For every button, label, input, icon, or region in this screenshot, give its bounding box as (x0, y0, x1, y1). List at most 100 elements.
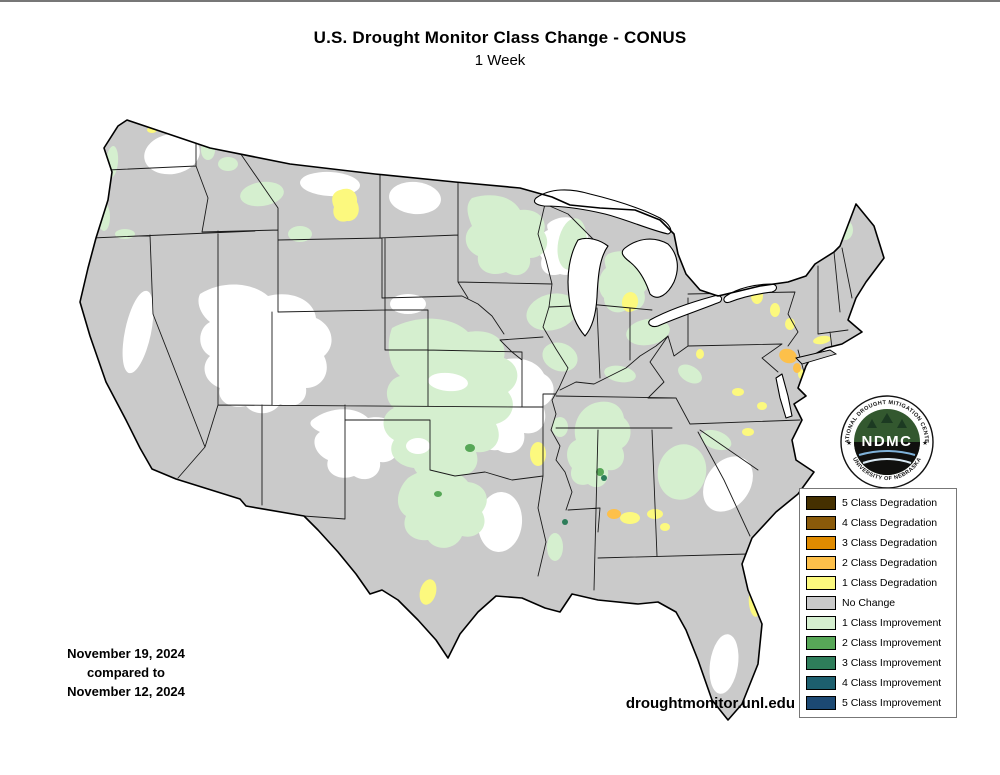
legend-label: 3 Class Degradation (842, 537, 938, 549)
legend-swatch-color (806, 496, 836, 510)
legend-swatch-color (806, 556, 836, 570)
page-title: U.S. Drought Monitor Class Change - CONU… (313, 28, 687, 47)
improvement-1-area (542, 342, 578, 372)
improvement-1-area (465, 195, 548, 276)
ndmc-logo-wave-1 (858, 450, 916, 456)
white-area (703, 456, 753, 512)
comparison-dates: November 19, 2024 compared to November 1… (35, 644, 217, 701)
legend-label: 5 Class Degradation (842, 497, 938, 509)
date-compared-to: compared to (86, 665, 165, 680)
degradation-1-area (813, 335, 831, 345)
legend-row: 3 Class Improvement (806, 653, 950, 673)
improvement-1-area (218, 157, 238, 171)
degradation-1-area (530, 442, 546, 466)
improvement-1-area (552, 417, 568, 437)
legend-label: 5 Class Improvement (842, 697, 942, 709)
white-area (389, 181, 441, 215)
white-area (477, 492, 523, 552)
legend-row: No Change (806, 593, 950, 613)
lake-erie (648, 294, 723, 328)
white-area (406, 438, 430, 454)
ndmc-logo-star-right: ★ (922, 439, 928, 447)
improvement-1-area (776, 250, 804, 266)
map-legend: 5 Class Degradation 4 Class Degradation … (799, 488, 957, 718)
date-previous: November 12, 2024 (67, 684, 185, 699)
legend-swatch (806, 576, 836, 590)
degradation-1-area (620, 512, 640, 524)
legend-row: 2 Class Improvement (806, 633, 950, 653)
degradation-1-area (732, 388, 744, 396)
legend-swatch-color (806, 636, 836, 650)
degradation-1-area (757, 402, 767, 410)
improvement-1-area (115, 229, 135, 239)
lake-michigan (567, 237, 609, 337)
long-island (795, 349, 838, 365)
legend-swatch-color (806, 696, 836, 710)
legend-row: 3 Class Degradation (806, 533, 950, 553)
legend-row: 4 Class Improvement (806, 673, 950, 693)
legend-label: 2 Class Degradation (842, 557, 938, 569)
white-area (122, 290, 154, 374)
legend-swatch-color (806, 576, 836, 590)
improvement-1-area (700, 429, 732, 451)
white-area (310, 409, 399, 480)
legend-row: 1 Class Degradation (806, 573, 950, 593)
legend-label: 4 Class Improvement (842, 677, 942, 689)
legend-label: No Change (842, 597, 896, 609)
legend-row: 5 Class Improvement (806, 693, 950, 713)
degradation-2-areas (607, 348, 801, 519)
legend-swatch (806, 596, 836, 610)
degradation-1-areas (147, 127, 831, 617)
great-lakes (533, 189, 793, 419)
improvement-3-area (562, 519, 568, 525)
improvement-1-area (201, 140, 215, 160)
improvement-1-area (678, 364, 702, 384)
white-area (709, 634, 739, 694)
legend-swatch (806, 636, 836, 650)
degradation-1-area (785, 318, 795, 330)
legend-swatch (806, 676, 836, 690)
legend-row: 5 Class Degradation (806, 493, 950, 513)
degradation-1-area (332, 188, 359, 222)
improvement-1-areas (98, 140, 853, 561)
degradation-2-area (779, 348, 797, 364)
improvement-1-area (397, 468, 487, 548)
improvement-1-area (837, 220, 853, 240)
website-url: droughtmonitor.unl.edu (625, 695, 795, 712)
improvement-1-area (526, 293, 578, 331)
ndmc-logo-wave-2 (862, 458, 912, 464)
improvement-1-area (547, 533, 563, 561)
legend-row: 4 Class Degradation (806, 513, 950, 533)
date-current: November 19, 2024 (67, 646, 185, 661)
white-area (144, 133, 200, 175)
legend-label: 4 Class Degradation (842, 517, 938, 529)
improvement-1-area (604, 365, 636, 383)
chesapeake-bay (775, 373, 793, 419)
lake-ontario (723, 283, 778, 303)
improvement-1-area (567, 401, 631, 488)
legend-label: 1 Class Improvement (842, 617, 942, 629)
improvement-2-areas (434, 444, 604, 497)
legend-swatch (806, 656, 836, 670)
legend-swatch (806, 696, 836, 710)
degradation-1-area (696, 349, 704, 359)
improvement-3-areas (562, 475, 607, 525)
legend-label: 2 Class Improvement (842, 637, 942, 649)
improvement-2-area (465, 444, 475, 452)
ndmc-logo-acronym: NDMC (862, 433, 913, 450)
ndmc-logo-trees (867, 413, 907, 428)
white-area (198, 284, 332, 414)
white-gap-areas (406, 372, 468, 454)
legend-row: 1 Class Improvement (806, 613, 950, 633)
page-subtitle: 1 Week (474, 52, 526, 69)
degradation-2-area (793, 363, 801, 373)
improvement-3-area (601, 475, 607, 481)
white-area (428, 372, 468, 392)
legend-swatch-color (806, 536, 836, 550)
white-area (390, 294, 426, 314)
legend-swatch (806, 496, 836, 510)
legend-swatch (806, 516, 836, 530)
legend-swatch-color (806, 596, 836, 610)
